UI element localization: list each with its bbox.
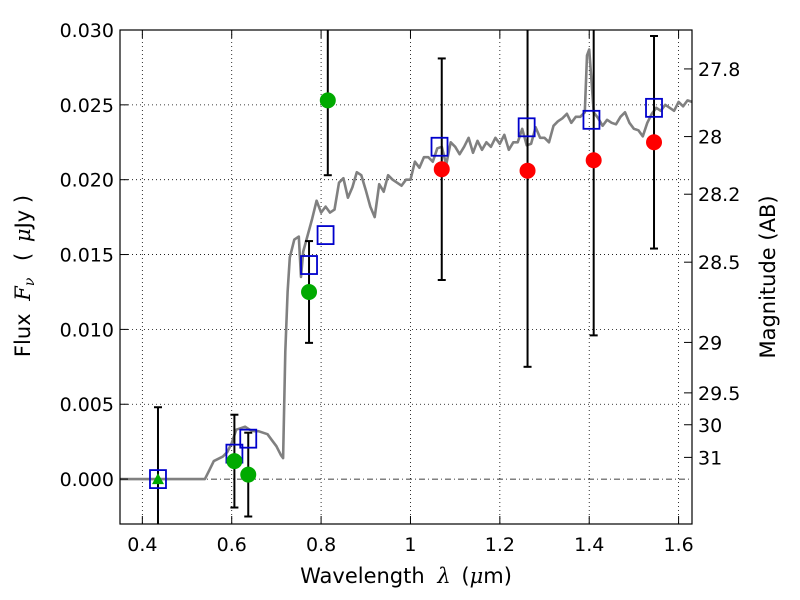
- y-tick-label: 0.030: [60, 20, 114, 42]
- y2-tick-label: 28.5: [698, 252, 740, 274]
- upper-limit-triangle-marker: [151, 473, 164, 485]
- data-point-marker: [433, 161, 450, 178]
- marker-layer: [149, 92, 663, 489]
- y2-tick-label: 28.2: [698, 184, 740, 206]
- model-square-marker: [149, 469, 167, 489]
- y-tick-label: 0.025: [60, 95, 114, 117]
- y-axis-title-symbol: F: [11, 285, 35, 302]
- data-point-marker: [226, 453, 243, 470]
- x-axis-title-text: Wavelength: [300, 564, 425, 588]
- spectrum-layer: [120, 48, 693, 481]
- y2-tick-label: 29.5: [698, 383, 740, 405]
- data-point-marker: [646, 134, 663, 151]
- x-tick-label: 1: [404, 534, 416, 556]
- y2-tick-label: 31: [698, 447, 722, 469]
- model-square-marker: [582, 109, 601, 130]
- x-tick-label: 1.2: [485, 534, 515, 556]
- y-tick-label: 0.015: [60, 245, 114, 267]
- y-tick-label: 0.010: [60, 319, 114, 341]
- y-tick-label: 0.000: [60, 469, 114, 491]
- model-square-marker: [316, 225, 335, 245]
- y2-tick-label: 29: [698, 332, 722, 354]
- y-tick-label: 0.020: [60, 170, 114, 192]
- y-tick-label: 0.005: [60, 394, 114, 416]
- y2-tick-label: 30: [698, 415, 722, 437]
- plot-frame: [119, 29, 693, 525]
- x-axis-title: Wavelength λ (μm): [300, 564, 512, 588]
- model-square-marker: [645, 97, 663, 118]
- grid-layer: [120, 30, 692, 524]
- data-point-marker: [519, 162, 536, 179]
- data-point-marker: [585, 152, 602, 169]
- data-point-marker: [301, 283, 318, 300]
- x-axis-title-unit-rest: m): [483, 564, 512, 588]
- y2-axis-title: Magnitude (AB): [756, 195, 780, 358]
- tick-layer: 0.4 0.6 0.8 1 1.2 1.4 1.6 0.000 0.005 0.010 0.015 0…: [60, 20, 741, 556]
- y-axis-title-subscript: ν: [22, 277, 38, 286]
- y-axis-title-unit-open: (: [11, 253, 35, 261]
- data-point-marker: [319, 92, 336, 109]
- x-axis-title-unit-mu: μ: [470, 564, 484, 588]
- model-square-marker: [239, 428, 258, 449]
- model-square-marker: [517, 117, 536, 138]
- y2-tick-label: 27.8: [698, 59, 740, 81]
- x-tick-label: 0.6: [217, 534, 247, 556]
- data-point-marker: [240, 466, 257, 483]
- x-axis-title-symbol: λ: [436, 564, 450, 588]
- spectrum-line: [120, 48, 693, 481]
- x-tick-label: 1.6: [663, 534, 693, 556]
- y-axis-title-unit-mu: μ: [11, 228, 35, 242]
- x-tick-label: 0.4: [127, 534, 157, 556]
- model-square-marker: [430, 136, 449, 157]
- model-square-marker: [300, 255, 318, 275]
- y-axis-title: Flux Fν ( μJy ): [11, 195, 39, 357]
- y-axis-title-text: Flux: [11, 313, 35, 357]
- x-tick-label: 0.8: [306, 534, 336, 556]
- y-axis-title-unit-rest: Jy ): [11, 195, 35, 231]
- x-tick-label: 1.4: [574, 534, 604, 556]
- y2-tick-label: 28: [698, 127, 722, 149]
- x-axis-title-unit-open: (: [461, 564, 469, 588]
